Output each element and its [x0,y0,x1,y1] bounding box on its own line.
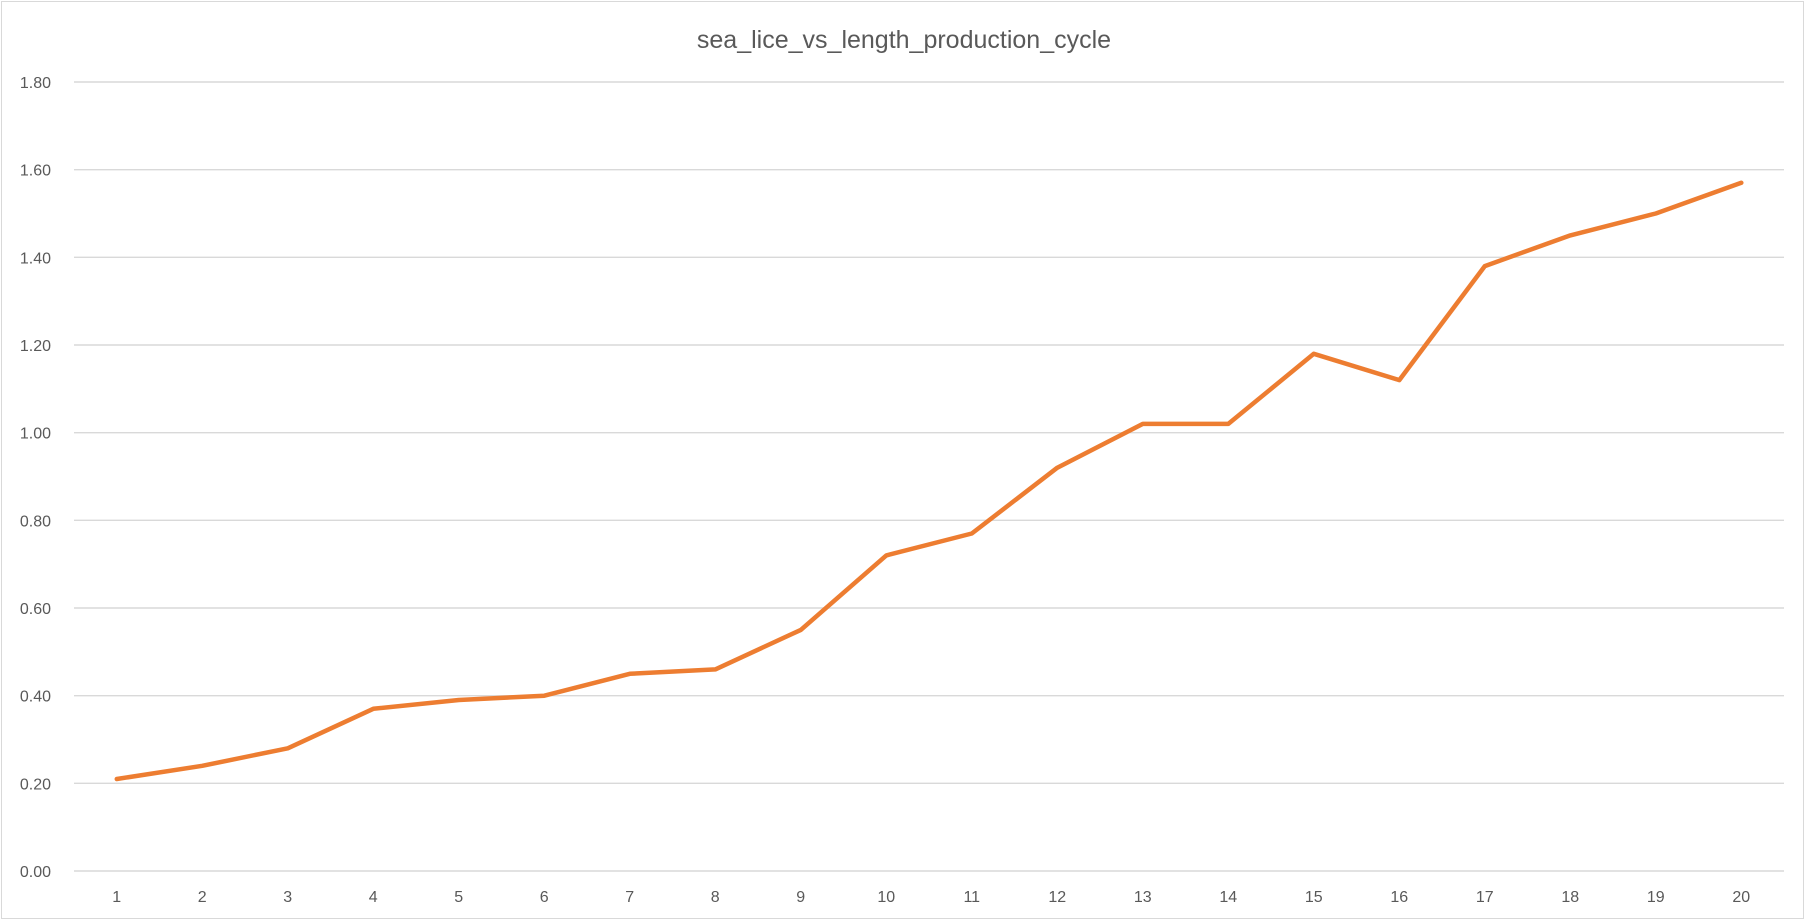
x-tick-label: 20 [1732,889,1750,906]
x-tick-label: 14 [1219,889,1237,906]
x-tick-label: 2 [198,889,207,906]
x-axis-tick-labels: 1 2 3 4 5 6 7 8 9 10 11 12 13 14 15 16 17 18 19 20 [112,889,1750,906]
gridlines [74,81,1784,872]
y-tick-label: 0.20 [20,776,51,793]
x-tick-label: 17 [1476,889,1494,906]
x-tick-label: 7 [625,889,634,906]
x-tick-label: 15 [1305,889,1323,906]
x-tick-label: 13 [1134,889,1152,906]
x-tick-label: 16 [1390,889,1408,906]
y-tick-label: 0.00 [20,864,51,881]
x-tick-label: 6 [540,889,549,906]
y-tick-label: 1.20 [20,338,51,355]
y-tick-label: 0.80 [20,513,51,530]
x-tick-label: 5 [454,889,463,906]
series-lines [114,180,1744,782]
y-tick-label: 0.40 [20,689,51,706]
y-tick-label: 1.40 [20,250,51,267]
y-axis-tick-labels: 0.00 0.20 0.40 0.60 0.80 1.00 1.20 1.40 1.60 1.80 [20,75,51,881]
x-tick-label: 9 [796,889,805,906]
x-tick-label: 1 [112,889,121,906]
x-tick-label: 4 [369,889,378,906]
x-tick-label: 8 [711,889,720,906]
y-tick-label: 1.60 [20,163,51,180]
y-tick-label: 0.60 [20,601,51,618]
series-line-0 [114,180,1744,782]
x-tick-label: 12 [1048,889,1066,906]
x-tick-label: 18 [1561,889,1579,906]
chart-title: sea_lice_vs_length_production_cycle [697,26,1111,54]
x-tick-label: 19 [1647,889,1665,906]
x-tick-label: 3 [283,889,292,906]
y-tick-label: 1.80 [20,75,51,92]
x-tick-label: 11 [963,889,980,906]
y-tick-label: 1.00 [20,426,51,443]
x-tick-label: 10 [877,889,895,906]
